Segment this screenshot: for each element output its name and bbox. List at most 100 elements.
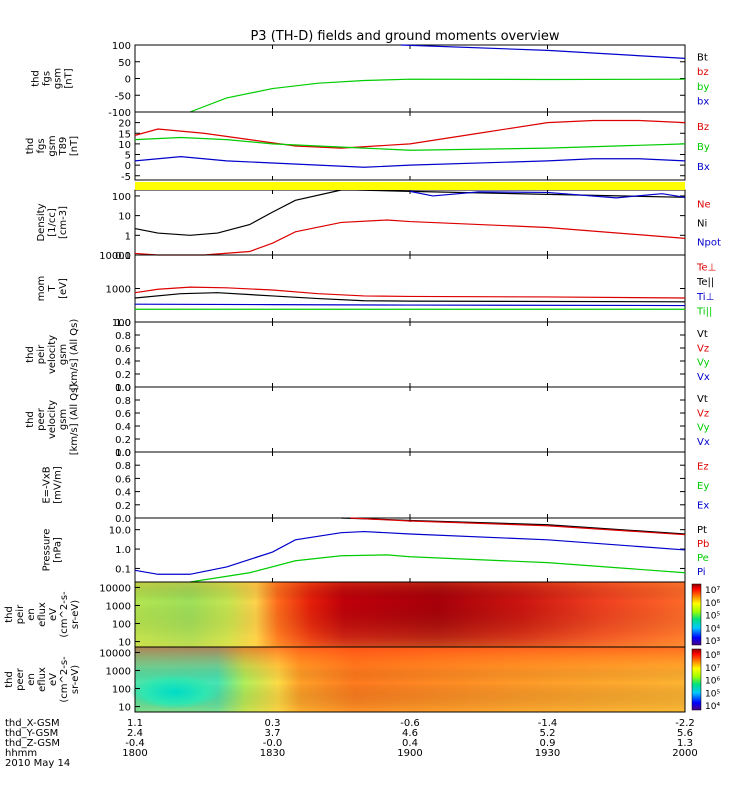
legend-entry: Vz [697, 343, 709, 354]
y-tick-label: 20 [118, 119, 131, 130]
legend-entry: Bt [697, 52, 708, 63]
legend-entry: Vx [697, 372, 710, 383]
y-axis-label-line: sr-eV) [70, 665, 81, 694]
legend-entry: Ex [697, 500, 709, 511]
legend-entry: Vy [697, 423, 710, 434]
legend-entry: Ey [697, 481, 709, 492]
x-axis-row-label: 2010 May 14 [5, 758, 70, 769]
x-axis-time-label: 1930 [535, 748, 560, 759]
y-tick-label: 1000 [106, 285, 131, 296]
y-axis-label-line: peer [36, 407, 47, 431]
y-axis-label-line: eV [48, 673, 59, 686]
colorbar-tick-label: 10⁴ [705, 702, 720, 712]
y-tick-label: 1.0 [115, 545, 131, 556]
x-axis-value: 1.1 [127, 718, 143, 729]
x-axis-value: -0.4 [125, 738, 145, 749]
x-axis-value: -1.4 [538, 718, 558, 729]
series-line [134, 136, 686, 151]
y-tick-label: 0.0 [115, 383, 131, 394]
y-axis-label-line: gsm [58, 344, 69, 365]
y-axis-label-line: eflux [37, 667, 48, 692]
legend-entry: Ti|| [696, 307, 712, 318]
x-axis-row-label: thd_Y-GSM [5, 728, 58, 739]
y-axis-label: thdpeerenefluxeV(cm^2-s-sr-eV) [4, 656, 81, 703]
y-tick-label: 10000 [99, 648, 131, 659]
y-tick-label: 0.0 [115, 514, 131, 525]
y-axis-label-line: en [26, 608, 37, 621]
y-axis-label-line: peer [15, 667, 26, 691]
x-axis-value: -0.6 [400, 718, 420, 729]
y-axis-label: thdpeervelocitygsm[km/s] (All Qs) [25, 384, 80, 456]
panel-frame [134, 321, 686, 388]
y-axis-label-line: [1/cc] [47, 208, 58, 237]
series-line [189, 554, 686, 583]
y-tick-label: 1000 [106, 601, 131, 612]
y-axis-label-line: [nT] [69, 136, 80, 156]
status-bar [135, 182, 685, 190]
y-tick-label: 0.8 [115, 461, 131, 472]
series-line [134, 156, 686, 168]
y-tick-label: 100 [112, 318, 131, 329]
y-tick-label: 0.2 [115, 501, 131, 512]
series-line [134, 530, 686, 575]
legend-entry: Bz [697, 122, 709, 133]
legend-entry: Pe [697, 553, 709, 564]
y-tick-label: 10 [118, 638, 131, 649]
spectrogram-frame [134, 646, 686, 713]
y-tick-label: 1.0 [115, 448, 131, 459]
x-axis-time-label: 1830 [260, 748, 285, 759]
y-tick-label: 0.4 [115, 357, 131, 368]
panel-5: 1.0 0.8 0.6 0.4 0.2 0.0 thdpeirvelocitygsm[km/… [25, 318, 710, 394]
spectrogram-panels: 10000100010010thdpeirenefluxeV(cm^2-s-sr… [4, 581, 720, 714]
y-tick-label: 0.1 [115, 564, 131, 575]
y-tick-label: 0.2 [115, 370, 131, 381]
y-tick-label: 100 [112, 192, 131, 203]
y-tick-label: 0.2 [115, 435, 131, 446]
x-axis-value: 2.4 [127, 728, 143, 739]
series-line [409, 190, 686, 199]
y-axis-label-line: thd [25, 346, 36, 363]
legend-entry: Vy [697, 358, 710, 369]
y-axis-label-line: [cm-3] [58, 206, 69, 239]
panel-frame [134, 189, 686, 256]
y-axis-label-line: eV [48, 608, 59, 621]
legend-entry: Npot [697, 238, 721, 249]
x-axis-value: 0.4 [402, 738, 418, 749]
legend-entry: Pi [697, 567, 706, 578]
y-axis-label: Density[1/cc][cm-3] [36, 203, 69, 241]
y-axis-label-line: thd [25, 411, 36, 428]
y-axis-label: Pressure[nPa] [42, 529, 64, 572]
y-axis-label-line: en [26, 673, 37, 686]
panel-3: 100 10 1 0.1 Density[1/cc][cm-3] Ne Ni Npot [36, 189, 721, 262]
colorbar-tick-label: 10⁵ [705, 612, 720, 622]
y-tick-label: 10 [118, 140, 131, 151]
y-axis-label: thdfgsgsmT89[nT] [25, 135, 80, 156]
y-tick-label: 50 [118, 58, 131, 69]
colorbar [691, 583, 702, 646]
spectrogram-shading [135, 647, 685, 712]
y-tick-label: 0 [125, 161, 131, 172]
legend-entry: Vz [697, 408, 709, 419]
y-axis-label-line: (cm^2-s- [59, 656, 70, 703]
legend-entry: Pb [697, 539, 709, 550]
colorbar [691, 648, 702, 711]
y-tick-label: 100 [112, 620, 131, 631]
legend-entry: Vt [697, 329, 708, 340]
y-tick-label: 10 [118, 703, 131, 714]
y-axis-label-line: velocity [47, 335, 58, 374]
y-axis-label: thdpeirvelocitygsm[km/s] (All Qs) [25, 319, 80, 391]
series-line [189, 78, 686, 113]
colorbar-tick-label: 10⁵ [705, 689, 720, 699]
series-line [134, 119, 686, 149]
panel-4: 10000 1000 100 momT[eV] Te⊥ Te|| Ti⊥ Ti|| [36, 251, 716, 329]
y-tick-label: 0.6 [115, 474, 131, 485]
y-tick-label: 1.0 [115, 383, 131, 394]
y-tick-label: 1 [125, 231, 131, 242]
y-axis-label-line: Density [36, 203, 47, 241]
y-axis-label-line: mom [36, 276, 47, 302]
spectrogram-1: 10000 1000 100 10 thdpeirenefluxeV(cm^2-s-sr… [4, 581, 720, 649]
legend-entry: Pt [697, 525, 707, 536]
legend-entry: bx [697, 97, 709, 108]
